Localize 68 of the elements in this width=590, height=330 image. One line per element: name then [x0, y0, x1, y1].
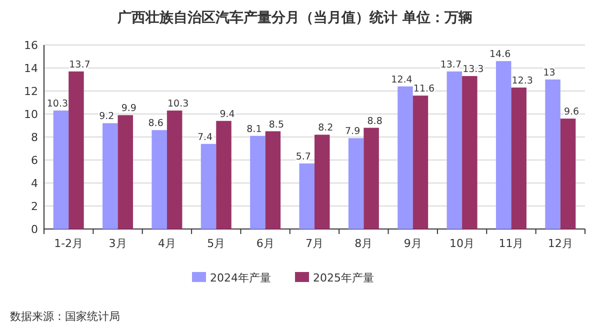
x-tick-label: 12月 — [548, 237, 573, 250]
data-label: 8.5 — [268, 119, 284, 130]
x-tick-label: 10月 — [450, 237, 475, 250]
data-label: 11.6 — [413, 84, 435, 95]
y-tick-label: 8 — [31, 131, 38, 144]
x-tick-label: 8月 — [354, 237, 373, 250]
data-label: 10.3 — [168, 98, 189, 110]
bar — [446, 71, 462, 229]
bar — [314, 134, 330, 229]
y-tick-label: 12 — [24, 85, 38, 98]
data-label: 5.7 — [296, 151, 311, 162]
bar — [118, 115, 134, 229]
y-tick-label: 10 — [24, 108, 38, 121]
bar — [299, 163, 314, 229]
data-label: 7.9 — [345, 126, 360, 138]
y-tick-label: 16 — [24, 39, 38, 52]
bar — [265, 131, 281, 229]
source-note: 数据来源：国家统计局 — [10, 310, 120, 323]
data-label: 9.2 — [99, 111, 114, 122]
bar — [152, 130, 167, 229]
x-tick-label: 1-2月 — [54, 237, 84, 250]
bar — [250, 136, 266, 229]
x-tick-label: 7月 — [306, 237, 324, 250]
data-label: 14.6 — [490, 49, 511, 60]
bar — [511, 88, 526, 229]
data-label: 9.9 — [121, 103, 136, 114]
data-label: 12.4 — [391, 74, 412, 86]
data-label: 8.1 — [246, 124, 262, 135]
bar — [53, 110, 69, 229]
data-label: 12.3 — [512, 76, 533, 87]
bar — [102, 123, 118, 229]
y-tick-label: 14 — [24, 62, 38, 75]
x-tick-label: 11月 — [498, 237, 524, 250]
data-label: 13 — [543, 68, 556, 78]
data-label: 13.7 — [69, 59, 90, 70]
x-tick-label: 4月 — [158, 237, 176, 250]
bar — [412, 96, 428, 229]
chart-title: 广西壮族自治区汽车产量分月（当月值）统计 单位：万辆 — [116, 9, 472, 26]
x-tick-label: 5月 — [207, 237, 226, 250]
x-tick-label: 6月 — [256, 237, 274, 250]
bar — [166, 110, 182, 229]
data-label: 8.2 — [318, 122, 334, 134]
data-label: 7.4 — [197, 132, 213, 143]
bar — [462, 76, 478, 229]
bar — [398, 86, 413, 229]
legend-label: 2025年产量 — [313, 272, 374, 284]
legend-label: 2024年产量 — [210, 272, 271, 284]
data-label: 8.6 — [148, 118, 164, 130]
data-label: 13.3 — [462, 64, 484, 76]
bar — [560, 118, 576, 229]
bar — [68, 71, 84, 229]
y-tick-label: 0 — [31, 223, 38, 236]
data-label: 9.6 — [564, 106, 580, 118]
data-label: 9.4 — [220, 108, 235, 120]
bar — [496, 61, 512, 229]
data-label: 8.8 — [367, 116, 382, 127]
x-tick-label: 3月 — [108, 237, 127, 250]
y-tick-label: 2 — [31, 200, 38, 213]
y-tick-label: 6 — [31, 154, 38, 167]
data-label: 10.3 — [46, 98, 68, 110]
bar — [545, 80, 560, 229]
x-tick-label: 9月 — [404, 237, 422, 250]
y-tick-label: 4 — [31, 177, 38, 190]
bar — [364, 128, 379, 229]
bar — [216, 120, 232, 229]
bar — [200, 144, 216, 229]
data-label: 13.7 — [440, 59, 462, 70]
bar — [348, 138, 364, 229]
